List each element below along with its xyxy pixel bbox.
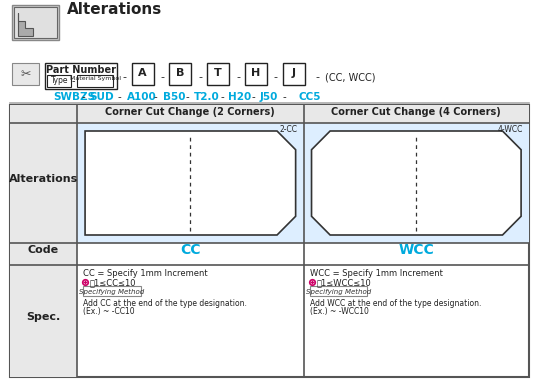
- Text: Part Number: Part Number: [46, 65, 116, 75]
- FancyBboxPatch shape: [45, 63, 117, 89]
- Text: -: -: [154, 92, 157, 102]
- Text: Code: Code: [28, 245, 59, 255]
- FancyBboxPatch shape: [303, 123, 529, 243]
- Text: CC = Specify 1mm Increment: CC = Specify 1mm Increment: [83, 269, 208, 278]
- Text: SUD: SUD: [89, 92, 113, 102]
- Text: Corner Cut Change (4 Corners): Corner Cut Change (4 Corners): [332, 107, 501, 117]
- Text: (Ex.) ~ -WCC10: (Ex.) ~ -WCC10: [310, 307, 369, 316]
- Text: Add WCC at the end of the type designation.: Add WCC at the end of the type designati…: [310, 298, 481, 308]
- FancyBboxPatch shape: [13, 7, 57, 38]
- FancyBboxPatch shape: [77, 123, 303, 243]
- FancyBboxPatch shape: [282, 63, 304, 85]
- Text: Specifying Method: Specifying Method: [79, 289, 144, 295]
- Text: J50: J50: [260, 92, 278, 102]
- Text: -: -: [236, 72, 240, 82]
- Text: (CC, WCC): (CC, WCC): [325, 72, 376, 82]
- Text: H20: H20: [228, 92, 251, 102]
- FancyBboxPatch shape: [12, 5, 59, 40]
- Text: -: -: [220, 92, 224, 102]
- Text: ✂: ✂: [20, 67, 30, 80]
- Text: -: -: [71, 76, 75, 86]
- Text: A100: A100: [127, 92, 157, 102]
- Text: H: H: [251, 68, 261, 78]
- FancyBboxPatch shape: [47, 75, 71, 87]
- Text: -: -: [123, 72, 127, 82]
- Text: Material Symbol: Material Symbol: [70, 76, 120, 81]
- Text: Alterations: Alterations: [67, 2, 163, 17]
- Text: B: B: [176, 68, 185, 78]
- FancyBboxPatch shape: [10, 105, 529, 123]
- Text: A: A: [139, 68, 147, 78]
- Text: Spec.: Spec.: [26, 312, 60, 322]
- Text: 4-WCC: 4-WCC: [498, 125, 523, 134]
- FancyBboxPatch shape: [207, 63, 229, 85]
- Text: -: -: [274, 72, 278, 82]
- FancyBboxPatch shape: [83, 286, 141, 296]
- Polygon shape: [85, 131, 296, 235]
- Text: -: -: [282, 92, 286, 102]
- Text: -: -: [81, 92, 85, 102]
- FancyBboxPatch shape: [245, 63, 267, 85]
- Text: (Ex.) ~ -CC10: (Ex.) ~ -CC10: [83, 307, 135, 316]
- Text: Corner Cut Change (2 Corners): Corner Cut Change (2 Corners): [105, 107, 275, 117]
- Text: Type: Type: [50, 76, 68, 85]
- Text: Add CC at the end of the type designation.: Add CC at the end of the type designatio…: [83, 298, 247, 308]
- Text: -: -: [252, 92, 256, 102]
- Text: CC5: CC5: [299, 92, 321, 102]
- Text: B50: B50: [163, 92, 185, 102]
- FancyBboxPatch shape: [310, 286, 367, 296]
- FancyBboxPatch shape: [12, 63, 40, 85]
- Text: 2-CC: 2-CC: [280, 125, 297, 134]
- FancyBboxPatch shape: [170, 63, 192, 85]
- Text: WCC: WCC: [399, 243, 434, 257]
- FancyBboxPatch shape: [10, 123, 77, 243]
- Text: ⑱1≤CC≤10: ⑱1≤CC≤10: [90, 278, 136, 288]
- Text: Alterations: Alterations: [9, 174, 78, 184]
- FancyBboxPatch shape: [77, 75, 113, 87]
- Text: J: J: [292, 68, 296, 78]
- Text: -: -: [316, 72, 319, 82]
- Text: ⑱1≤WCC≤10: ⑱1≤WCC≤10: [317, 278, 371, 288]
- FancyBboxPatch shape: [10, 243, 77, 265]
- FancyBboxPatch shape: [10, 265, 77, 377]
- Text: -: -: [118, 92, 121, 102]
- Text: WCC = Specify 1mm Increment: WCC = Specify 1mm Increment: [310, 269, 442, 278]
- FancyBboxPatch shape: [10, 105, 529, 377]
- Text: -: -: [160, 72, 165, 82]
- FancyBboxPatch shape: [132, 63, 154, 85]
- Text: -: -: [186, 92, 189, 102]
- Text: -: -: [198, 72, 202, 82]
- Polygon shape: [311, 131, 521, 235]
- Text: Specifying Method: Specifying Method: [305, 289, 371, 295]
- Text: T2.0: T2.0: [194, 92, 220, 102]
- Text: SWBZS: SWBZS: [54, 92, 95, 102]
- Text: CC: CC: [180, 243, 201, 257]
- Text: T: T: [215, 68, 222, 78]
- Polygon shape: [18, 13, 33, 36]
